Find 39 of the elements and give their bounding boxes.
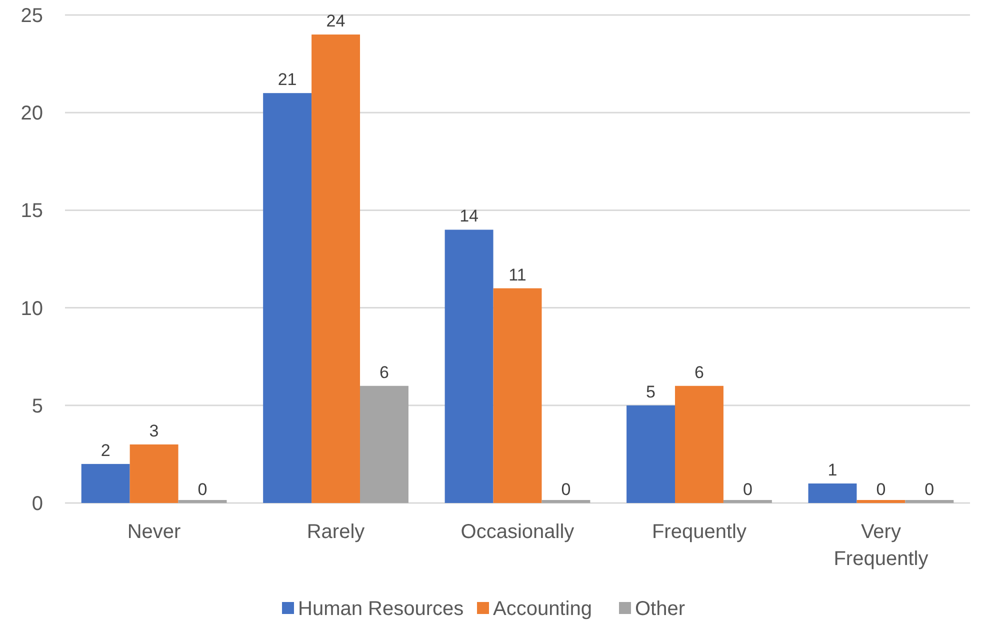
data-label: 0 bbox=[924, 480, 934, 499]
data-label: 0 bbox=[876, 480, 886, 499]
y-tick-label: 15 bbox=[20, 200, 43, 222]
y-tick-label: 5 bbox=[32, 395, 43, 418]
data-label: 0 bbox=[198, 480, 208, 499]
data-label: 6 bbox=[380, 362, 389, 382]
data-label: 6 bbox=[694, 362, 704, 382]
legend-label: Other bbox=[635, 598, 686, 620]
data-label: 0 bbox=[742, 480, 752, 499]
y-tick-label: 20 bbox=[20, 102, 43, 125]
legend-label: Accounting bbox=[493, 598, 592, 620]
x-tick-label: Frequently bbox=[652, 521, 746, 543]
bar bbox=[360, 386, 408, 503]
bar bbox=[674, 386, 724, 503]
data-label: 1 bbox=[828, 460, 838, 480]
y-tick-label: 25 bbox=[20, 5, 43, 27]
bar bbox=[493, 288, 542, 503]
data-label: 24 bbox=[326, 12, 346, 31]
y-tick-label: 0 bbox=[32, 493, 43, 515]
data-label: 0 bbox=[561, 480, 571, 499]
y-tick-label: 10 bbox=[20, 298, 43, 320]
x-tick-label: Very Frequently bbox=[834, 521, 928, 570]
x-tick-label: Rarely bbox=[306, 521, 365, 543]
data-label: 21 bbox=[278, 70, 297, 90]
data-label: 5 bbox=[646, 382, 656, 402]
bar bbox=[81, 464, 130, 503]
data-label: 14 bbox=[460, 206, 478, 226]
bar bbox=[444, 230, 494, 503]
x-tick-label: Never bbox=[127, 521, 182, 543]
data-label: 2 bbox=[100, 440, 110, 460]
x-tick-label: Occasionally bbox=[460, 521, 574, 543]
data-label: 3 bbox=[149, 421, 159, 440]
bar bbox=[626, 405, 675, 503]
data-label: 11 bbox=[508, 265, 526, 284]
legend-label: Human Resources bbox=[298, 598, 464, 620]
bar bbox=[130, 444, 178, 503]
bar bbox=[263, 93, 312, 503]
bar bbox=[808, 483, 857, 503]
bar bbox=[312, 34, 360, 503]
